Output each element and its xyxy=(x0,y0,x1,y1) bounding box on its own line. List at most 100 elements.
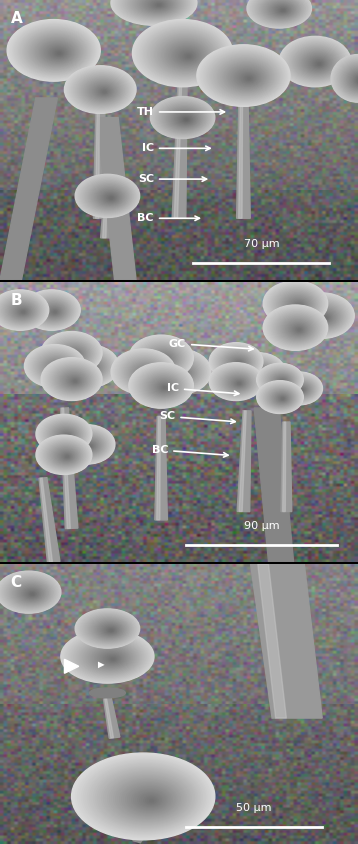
Ellipse shape xyxy=(158,355,171,364)
Ellipse shape xyxy=(267,371,295,390)
Ellipse shape xyxy=(129,361,161,384)
Ellipse shape xyxy=(71,352,79,358)
Ellipse shape xyxy=(60,431,73,440)
Ellipse shape xyxy=(333,56,358,101)
Ellipse shape xyxy=(343,65,358,94)
Ellipse shape xyxy=(148,349,178,370)
Ellipse shape xyxy=(59,430,74,441)
Text: SC: SC xyxy=(159,411,235,424)
Ellipse shape xyxy=(246,363,273,382)
Ellipse shape xyxy=(62,432,72,439)
Ellipse shape xyxy=(155,381,173,393)
Ellipse shape xyxy=(143,371,151,376)
Ellipse shape xyxy=(63,347,84,362)
Ellipse shape xyxy=(124,784,174,814)
Ellipse shape xyxy=(88,646,132,670)
Ellipse shape xyxy=(14,24,95,78)
Ellipse shape xyxy=(54,340,92,367)
Ellipse shape xyxy=(38,415,91,452)
Ellipse shape xyxy=(30,295,74,326)
Ellipse shape xyxy=(281,380,284,382)
Ellipse shape xyxy=(7,19,100,81)
Ellipse shape xyxy=(60,425,114,463)
Ellipse shape xyxy=(138,24,228,84)
Ellipse shape xyxy=(281,9,285,11)
Ellipse shape xyxy=(116,779,180,819)
Ellipse shape xyxy=(128,360,162,385)
Ellipse shape xyxy=(113,0,195,24)
Ellipse shape xyxy=(28,347,83,386)
Ellipse shape xyxy=(50,364,95,395)
Ellipse shape xyxy=(42,419,87,450)
Ellipse shape xyxy=(61,630,154,683)
Ellipse shape xyxy=(116,0,193,23)
Ellipse shape xyxy=(165,41,207,69)
Polygon shape xyxy=(172,81,187,219)
Ellipse shape xyxy=(100,89,108,95)
Ellipse shape xyxy=(287,298,309,312)
Ellipse shape xyxy=(11,303,34,319)
Ellipse shape xyxy=(58,370,89,391)
Ellipse shape xyxy=(165,361,197,384)
Ellipse shape xyxy=(41,358,102,401)
Ellipse shape xyxy=(276,377,288,385)
Ellipse shape xyxy=(169,109,200,128)
Ellipse shape xyxy=(45,334,99,372)
Ellipse shape xyxy=(61,345,87,363)
Ellipse shape xyxy=(103,192,118,203)
Ellipse shape xyxy=(62,372,85,388)
Ellipse shape xyxy=(74,354,76,355)
Ellipse shape xyxy=(4,298,39,323)
Ellipse shape xyxy=(274,392,290,403)
Ellipse shape xyxy=(315,311,334,324)
Ellipse shape xyxy=(317,311,333,323)
Ellipse shape xyxy=(66,430,109,460)
Ellipse shape xyxy=(157,354,171,365)
Ellipse shape xyxy=(31,349,80,383)
Ellipse shape xyxy=(177,49,197,62)
Ellipse shape xyxy=(237,362,241,365)
Ellipse shape xyxy=(154,99,212,137)
Ellipse shape xyxy=(280,316,315,341)
Ellipse shape xyxy=(83,362,100,374)
Ellipse shape xyxy=(53,447,78,465)
Ellipse shape xyxy=(107,628,115,633)
Ellipse shape xyxy=(344,66,358,93)
Ellipse shape xyxy=(295,386,307,394)
Ellipse shape xyxy=(223,372,252,392)
Ellipse shape xyxy=(11,304,33,319)
Ellipse shape xyxy=(55,51,62,56)
Ellipse shape xyxy=(230,377,246,388)
Ellipse shape xyxy=(288,42,344,82)
Ellipse shape xyxy=(92,84,114,99)
Ellipse shape xyxy=(53,49,64,57)
Ellipse shape xyxy=(257,0,304,23)
Ellipse shape xyxy=(279,316,316,342)
Ellipse shape xyxy=(141,370,152,377)
Ellipse shape xyxy=(266,283,325,325)
Ellipse shape xyxy=(68,376,81,386)
Ellipse shape xyxy=(257,381,303,414)
Ellipse shape xyxy=(117,353,171,392)
Ellipse shape xyxy=(294,385,308,394)
Ellipse shape xyxy=(76,357,105,377)
Ellipse shape xyxy=(55,368,91,392)
Ellipse shape xyxy=(79,758,208,836)
Polygon shape xyxy=(103,210,107,238)
Ellipse shape xyxy=(296,304,302,308)
Ellipse shape xyxy=(356,76,358,84)
Ellipse shape xyxy=(197,45,290,106)
Ellipse shape xyxy=(280,375,319,403)
Ellipse shape xyxy=(166,363,195,383)
Ellipse shape xyxy=(56,449,76,463)
Polygon shape xyxy=(0,98,57,280)
Ellipse shape xyxy=(50,309,59,315)
Ellipse shape xyxy=(140,343,185,375)
Ellipse shape xyxy=(0,573,59,612)
Polygon shape xyxy=(96,109,100,219)
Ellipse shape xyxy=(45,421,84,448)
Ellipse shape xyxy=(79,76,124,106)
Ellipse shape xyxy=(136,368,188,404)
Ellipse shape xyxy=(161,359,200,387)
Ellipse shape xyxy=(233,354,284,390)
